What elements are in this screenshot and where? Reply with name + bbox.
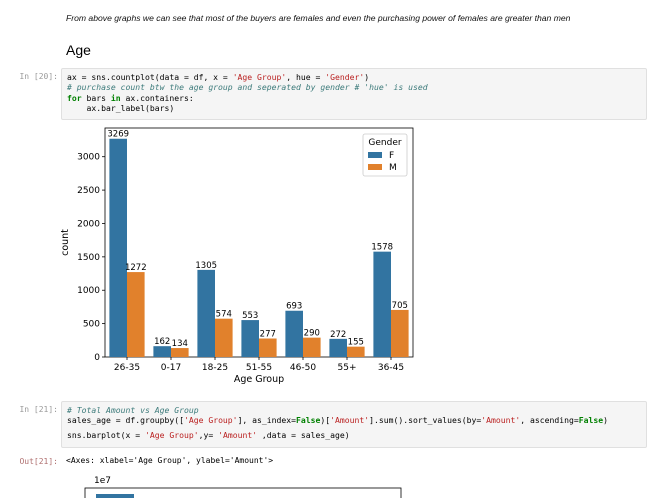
code-line: sns.barplot(x = 'Age Group',y= 'Amount' … (67, 429, 350, 440)
code-comment: # purchase count btw the age group and s… (67, 82, 428, 93)
y-tick-label: 500 (83, 320, 100, 330)
x-tick-label: 51-55 (246, 363, 272, 373)
bar-55+-F (329, 338, 347, 357)
y-tick-label: 0 (94, 353, 100, 363)
plot-frame (104, 127, 414, 358)
legend-entry-M: M (389, 163, 397, 173)
x-axis-label: Age Group (234, 374, 284, 385)
bar-label: 1272 (125, 263, 147, 273)
bar-0-17-M (171, 348, 189, 357)
markdown-note: From above graphs we can see that most o… (66, 13, 571, 23)
code-line: for bars in ax.containers: (67, 92, 194, 103)
bar-label: 155 (348, 338, 364, 348)
x-tick-label: 55+ (338, 363, 357, 373)
section-heading-age: Age (66, 42, 91, 58)
x-tick-label: 36-45 (378, 363, 404, 373)
bar-label: 1578 (371, 243, 393, 253)
bar-label: 290 (304, 329, 320, 339)
output-prompt-21: Out[21]: (19, 457, 58, 466)
offset-label: 1e7 (94, 476, 111, 486)
bar-label: 553 (242, 311, 258, 321)
legend-title: Gender (368, 138, 401, 148)
bar-18-25-M (215, 318, 233, 357)
x-tick-label: 0-17 (161, 363, 181, 373)
legend-swatch-M (368, 164, 382, 170)
bar-label: 277 (260, 330, 276, 340)
y-tick-label: 1000 (77, 286, 100, 296)
code-line: sales_age = df.groupby(['Age Group'], as… (67, 415, 608, 426)
bar-46-50-F (285, 310, 303, 357)
y-axis-label: count (60, 229, 71, 256)
code-line: ax = sns.countplot(data = df, x = 'Age G… (67, 72, 370, 82)
bar-label: 162 (154, 337, 170, 347)
x-tick-label: 26-35 (114, 363, 140, 373)
bar-label: 693 (286, 302, 302, 312)
bar-51-55-F (241, 320, 259, 357)
bar-label: 3269 (107, 130, 129, 140)
bar-26-35-M (127, 272, 145, 357)
code-line: ax.bar_label(bars) (67, 102, 175, 113)
bar-36-45-M (391, 309, 409, 357)
bar-label: 705 (392, 301, 408, 311)
bar-label: 134 (172, 339, 188, 349)
bar-46-50-M (303, 337, 321, 357)
code-cell-21[interactable]: # Total Amount vs Age Group sales_age = … (61, 401, 647, 448)
bar-26-35-F (109, 138, 127, 357)
code-cell-20[interactable]: ax = sns.countplot(data = df, x = 'Age G… (61, 68, 647, 120)
axes-frame (84, 487, 402, 498)
bar-55+-M (347, 346, 365, 357)
barplot-chart-cropped: 1e7 (84, 476, 402, 498)
cell-prompt-20: In [20]: (19, 72, 58, 81)
bar-26-35 (96, 494, 134, 498)
y-tick-label: 2000 (77, 219, 100, 229)
bar-label: 1305 (195, 261, 217, 271)
legend-entry-F: F (389, 151, 394, 161)
code-comment: # Total Amount vs Age Group (67, 405, 199, 415)
cell-prompt-21: In [21]: (19, 405, 58, 414)
legend-swatch-F (368, 152, 382, 158)
x-tick-label: 46-50 (290, 363, 316, 373)
bar-36-45-F (373, 251, 391, 357)
y-tick-label: 3000 (77, 153, 100, 163)
bar-label: 272 (330, 330, 346, 340)
bar-label: 574 (216, 310, 232, 320)
output-text: <Axes: xlabel='Age Group', ylabel='Amoun… (66, 456, 274, 465)
countplot-chart: 0 500 1000 1500 2000 2500 3000 3269 1272 26-35 162… (60, 127, 414, 385)
bar-18-25-F (197, 269, 215, 357)
x-tick-label: 18-25 (202, 363, 228, 373)
bar-51-55-M (259, 338, 277, 357)
y-tick-label: 1500 (77, 253, 100, 263)
bar-0-17-F (153, 346, 171, 357)
y-tick-label: 2500 (77, 186, 100, 196)
